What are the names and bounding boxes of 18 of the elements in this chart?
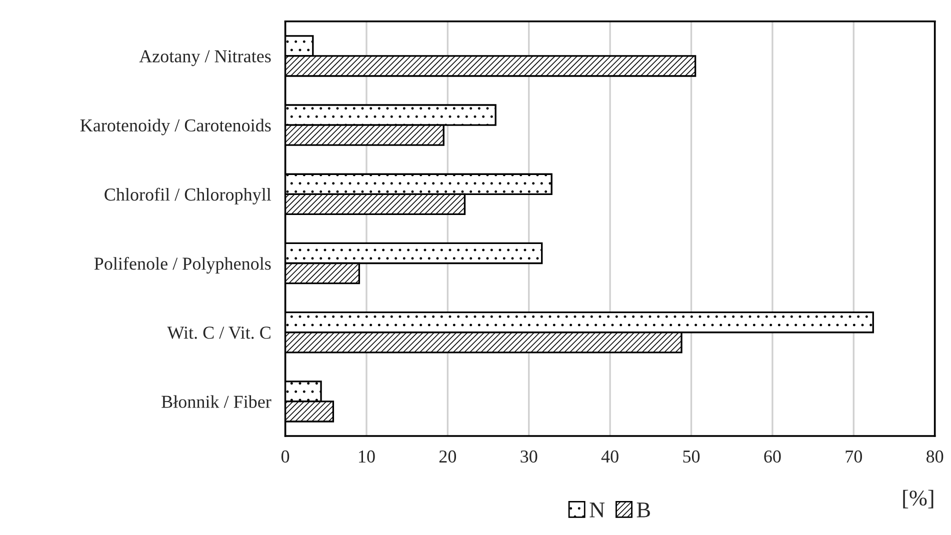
- x-tick-label: 30: [520, 450, 538, 463]
- y-tick-label: Chlorofil / Chlorophyll: [104, 188, 272, 204]
- x-tick-label: 20: [439, 450, 456, 463]
- x-tick-label: 40: [601, 450, 618, 463]
- x-tick-label: 60: [764, 450, 781, 463]
- x-tick-label: 80: [926, 450, 944, 463]
- legend-label: N: [590, 502, 605, 518]
- y-tick-label: Azotany / Nitrates: [139, 50, 271, 66]
- x-tick-label: 70: [846, 450, 862, 463]
- x-tick-label: 0: [281, 450, 290, 463]
- y-tick-label: Polifenole / Polyphenols: [94, 256, 271, 274]
- x-tick-label: 50: [683, 450, 700, 463]
- x-tick-label: 10: [359, 450, 375, 463]
- y-tick-label: Wit. C / Vit. C: [167, 326, 270, 339]
- legend-label: B: [636, 502, 650, 518]
- y-tick-label: Karotenoidy / Carotenoids: [80, 118, 271, 136]
- y-tick-label: Błonnik / Fiber: [162, 395, 272, 408]
- x-axis-title: [%]: [903, 490, 934, 508]
